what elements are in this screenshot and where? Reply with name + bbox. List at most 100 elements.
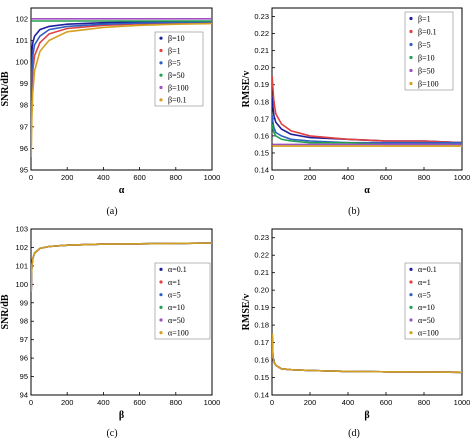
x-tick-label: 800: [418, 398, 431, 407]
series-line-6: [31, 242, 212, 292]
legend-swatch: [159, 48, 163, 53]
y-tick-label: 102: [15, 243, 28, 252]
legend-entry: α=0.1: [418, 265, 437, 274]
legend-entry: β=5: [168, 59, 181, 68]
y-tick-label: 98: [20, 317, 28, 326]
y-tick-label: 0.16: [254, 131, 269, 140]
series-line-2: [272, 333, 462, 374]
series-line-6: [272, 333, 462, 374]
series-line-1: [31, 20, 212, 76]
x-tick-label: 0: [29, 398, 33, 407]
legend-entry: β=0.1: [168, 96, 187, 105]
legend: β=10 β=1 β=5 β=50 β=100 β=0.1: [154, 31, 204, 107]
y-tick-label: 100: [15, 280, 28, 289]
x-tick-label: 0: [29, 173, 33, 182]
x-tick-label: 200: [61, 398, 74, 407]
y-axis-label: SNR/dB: [0, 71, 11, 106]
legend-entry: β=10: [168, 34, 185, 43]
y-tick-label: 0.19: [254, 303, 269, 312]
x-tick-label: 800: [418, 173, 431, 182]
y-tick-label: 97: [20, 335, 28, 344]
y-axis-label: RMSE/v: [241, 294, 252, 331]
x-tick-label: 1000: [204, 398, 221, 407]
series-line-2: [272, 76, 462, 144]
x-tick-label: 0: [270, 173, 274, 182]
x-tick-label: 200: [304, 173, 317, 182]
legend-swatch: [159, 331, 163, 335]
plot-frame: [271, 7, 463, 171]
y-tick-label: 98: [20, 101, 28, 110]
y-tick-label: 103: [15, 225, 28, 234]
y-tick-label: 0.21: [254, 268, 269, 277]
x-tick-label: 600: [380, 398, 393, 407]
y-tick-label: 0.18: [254, 321, 269, 330]
legend-swatch: [159, 318, 163, 322]
legend-entry: β=1: [418, 14, 431, 23]
x-tick-label: 400: [342, 398, 355, 407]
x-tick-label: 800: [170, 398, 183, 407]
plot-frame: [30, 228, 213, 396]
legend-swatch: [409, 81, 413, 86]
y-tick-label: 0.22: [254, 29, 269, 38]
x-tick-label: 0: [270, 398, 274, 407]
legend: β=1 β=0.1 β=5 β=10 β=50 β=100: [404, 11, 454, 91]
y-tick-label: 97: [20, 122, 28, 131]
legend-entry: α=100: [418, 328, 439, 337]
legend-entry: α=100: [168, 328, 189, 337]
y-tick-label: 0.22: [254, 251, 269, 260]
x-tick-label: 400: [97, 398, 110, 407]
legend-swatch: [159, 98, 163, 102]
x-tick-label: 1000: [204, 173, 221, 182]
panel-caption: (c): [106, 428, 117, 439]
panel-caption: (b): [348, 206, 360, 217]
legend-swatch: [159, 61, 163, 65]
x-tick-label: 600: [133, 398, 146, 407]
legend-entry: α=0.1: [168, 265, 187, 274]
y-tick-label: 102: [15, 14, 28, 23]
x-tick-label: 800: [170, 173, 183, 182]
y-tick-label: 99: [20, 79, 28, 88]
legend-entry: α=5: [168, 290, 181, 299]
x-tick-label: 1000: [454, 173, 471, 182]
legend-entry: α=5: [418, 290, 431, 299]
legend-swatch: [409, 267, 413, 271]
series-line-3: [272, 333, 462, 374]
legend-swatch: [409, 29, 413, 34]
y-tick-label: 99: [20, 298, 28, 307]
legend-swatch: [159, 280, 163, 284]
x-tick-label: 600: [133, 173, 146, 182]
x-tick-label: 600: [380, 173, 393, 182]
y-tick-label: 0.20: [254, 286, 269, 295]
legend-entry: β=5: [418, 40, 431, 49]
legend-swatch: [409, 42, 413, 47]
y-tick-label: 0.18: [254, 97, 269, 106]
legend-entry: α=50: [418, 316, 435, 325]
y-tick-label: 101: [15, 36, 28, 45]
legend-swatch: [159, 73, 163, 77]
legend-swatch: [159, 305, 163, 309]
legend-swatch: [409, 318, 413, 322]
legend-entry: β=10: [418, 53, 435, 62]
legend-swatch: [159, 85, 163, 90]
legend-swatch: [159, 267, 163, 271]
y-tick-label: 0.20: [254, 63, 269, 72]
y-tick-label: 0.14: [254, 166, 269, 175]
y-tick-label: 0.17: [254, 338, 269, 347]
legend-swatch: [409, 16, 413, 21]
y-tick-label: 96: [20, 144, 28, 153]
y-tick-label: 95: [20, 166, 28, 175]
y-tick-label: 96: [20, 354, 28, 363]
plot-frame: [271, 228, 463, 396]
legend: α=0.1 α=1 α=5 α=10 α=50 α=100: [404, 262, 461, 340]
legend-entry: β=50: [418, 66, 435, 75]
x-axis-label: α: [119, 185, 125, 196]
legend-entry: α=50: [168, 316, 185, 325]
legend-entry: β=0.1: [418, 27, 437, 36]
y-axis-label: SNR/dB: [0, 294, 11, 329]
y-tick-label: 0.16: [254, 356, 269, 365]
y-tick-label: 100: [15, 58, 28, 67]
y-tick-label: 0.23: [254, 12, 269, 21]
legend-box: [404, 262, 461, 340]
legend-swatch: [409, 293, 413, 297]
legend-swatch: [159, 36, 163, 40]
